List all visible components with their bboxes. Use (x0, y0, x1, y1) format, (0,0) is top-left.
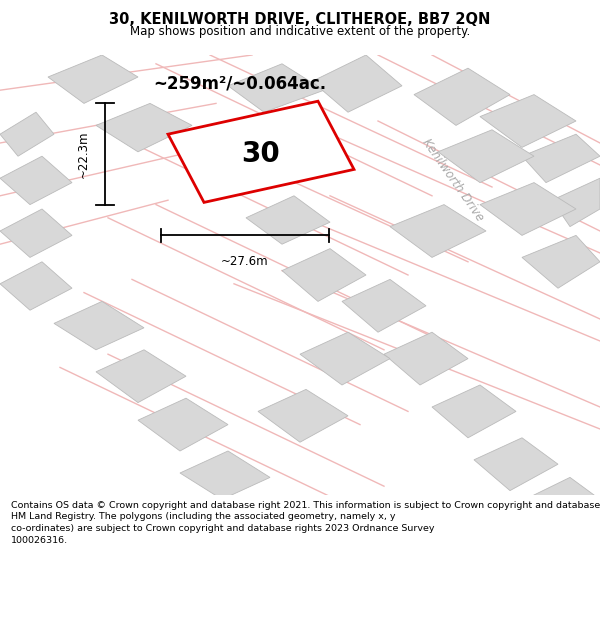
Polygon shape (0, 262, 72, 310)
Polygon shape (390, 204, 486, 258)
Text: 30, KENILWORTH DRIVE, CLITHEROE, BB7 2QN: 30, KENILWORTH DRIVE, CLITHEROE, BB7 2QN (109, 12, 491, 27)
Polygon shape (522, 134, 600, 182)
Polygon shape (246, 196, 330, 244)
Polygon shape (438, 130, 534, 182)
Polygon shape (138, 398, 228, 451)
Polygon shape (54, 301, 144, 350)
Text: Map shows position and indicative extent of the property.: Map shows position and indicative extent… (130, 26, 470, 39)
Polygon shape (96, 350, 186, 403)
Polygon shape (96, 103, 192, 152)
Polygon shape (258, 389, 348, 442)
Text: ~27.6m: ~27.6m (221, 255, 269, 268)
Polygon shape (522, 236, 600, 288)
Polygon shape (228, 64, 324, 112)
Text: Contains OS data © Crown copyright and database right 2021. This information is : Contains OS data © Crown copyright and d… (11, 501, 600, 545)
Polygon shape (480, 182, 576, 236)
Polygon shape (282, 249, 366, 301)
Polygon shape (300, 332, 390, 385)
Polygon shape (312, 55, 402, 112)
Text: 30: 30 (242, 140, 280, 168)
Polygon shape (180, 451, 270, 499)
Text: ~22.3m: ~22.3m (77, 130, 90, 178)
Polygon shape (552, 178, 600, 227)
Polygon shape (516, 478, 600, 521)
Polygon shape (480, 94, 576, 148)
Polygon shape (432, 385, 516, 438)
Text: ~259m²/~0.064ac.: ~259m²/~0.064ac. (153, 74, 326, 92)
Polygon shape (168, 101, 354, 202)
Polygon shape (204, 148, 288, 196)
Polygon shape (474, 438, 558, 491)
Polygon shape (0, 112, 54, 156)
Polygon shape (0, 156, 72, 204)
Polygon shape (48, 55, 138, 103)
Polygon shape (414, 68, 510, 126)
Polygon shape (0, 209, 72, 258)
Text: Kenilworth Drive: Kenilworth Drive (419, 137, 487, 224)
Polygon shape (384, 332, 468, 385)
Polygon shape (342, 279, 426, 332)
